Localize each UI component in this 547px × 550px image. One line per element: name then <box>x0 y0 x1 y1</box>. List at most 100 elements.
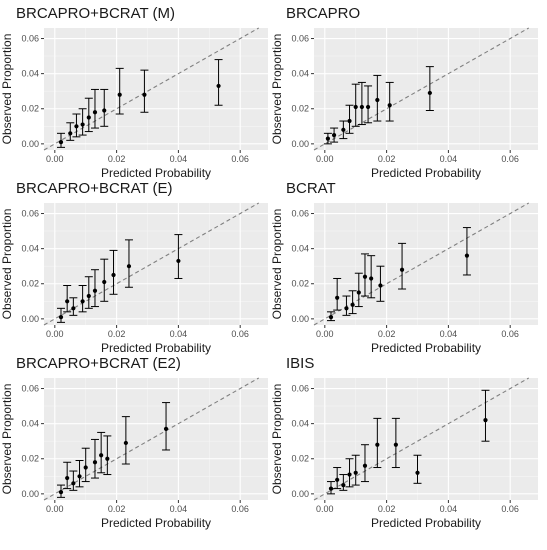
panel-title: BRCAPRO+BCRAT (M) <box>16 5 175 22</box>
data-point <box>102 279 107 285</box>
x-tick-label: 0.00 <box>46 504 64 514</box>
data-point <box>86 293 91 299</box>
data-point <box>71 481 76 486</box>
y-tick-label: 0.02 <box>291 104 309 114</box>
data-point <box>92 288 98 293</box>
data-point <box>68 131 73 136</box>
data-point <box>74 124 79 129</box>
data-point <box>375 442 380 447</box>
plot-background <box>44 203 268 325</box>
data-point <box>464 253 470 258</box>
data-point <box>331 132 337 138</box>
chart-panel: 0.00 0.02 0.04 0.06 0.00 0.02 0.04 0.06 BRCAPRO+… <box>0 355 268 530</box>
data-point <box>105 456 110 461</box>
data-point <box>80 122 85 127</box>
y-tick-label: 0.00 <box>21 489 39 499</box>
panel-title: BRCAPRO+BCRAT (E) <box>16 180 173 197</box>
x-tick-label: 0.06 <box>501 154 519 164</box>
data-point <box>83 465 88 470</box>
panel-title: BRCAPRO+BCRAT (E2) <box>16 355 181 372</box>
x-tick-label: 0.04 <box>440 154 458 164</box>
data-point <box>163 426 169 432</box>
data-point <box>335 295 340 300</box>
data-point <box>328 315 334 320</box>
y-axis-title: Observed Proportion <box>0 209 14 320</box>
x-tick-label: 0.06 <box>231 329 249 339</box>
y-tick-label: 0.06 <box>21 384 39 394</box>
x-tick-label: 0.00 <box>46 329 64 339</box>
y-tick-label: 0.04 <box>21 69 39 79</box>
data-point <box>356 290 361 295</box>
data-point <box>325 136 331 141</box>
panel-title: BRCAPRO <box>286 5 360 22</box>
data-point <box>341 127 346 132</box>
reference-line <box>313 377 530 501</box>
x-tick-label: 0.02 <box>108 154 126 164</box>
data-point <box>483 418 488 423</box>
y-tick-label: 0.06 <box>291 34 309 44</box>
x-tick-label: 0.04 <box>440 329 458 339</box>
y-tick-label: 0.02 <box>291 454 309 464</box>
data-point <box>92 460 98 465</box>
x-axis-title: Predicted Probability <box>371 166 481 180</box>
x-axis-title: Predicted Probability <box>101 341 211 355</box>
data-point <box>344 306 349 311</box>
y-tick-label: 0.00 <box>291 314 309 324</box>
x-tick-label: 0.02 <box>108 329 126 339</box>
y-axis-title: Observed Proportion <box>0 34 14 145</box>
x-tick-label: 0.06 <box>501 329 519 339</box>
reference-line <box>313 202 530 326</box>
chart-panel: 0.00 0.02 0.04 0.06 0.00 0.02 0.04 0.06 BCRAT Pre… <box>270 180 538 355</box>
plot-background <box>44 28 268 150</box>
data-point <box>58 140 64 145</box>
data-point <box>353 104 358 110</box>
x-tick-label: 0.02 <box>378 329 396 339</box>
chart-panel: 0.00 0.02 0.04 0.06 0.00 0.02 0.04 0.06 IBIS Pred… <box>270 355 538 530</box>
y-tick-label: 0.04 <box>291 69 309 79</box>
y-axis-title: Observed Proportion <box>270 34 284 145</box>
reference-line <box>43 202 260 326</box>
data-point <box>111 272 116 278</box>
y-tick-label: 0.04 <box>291 419 309 429</box>
data-point <box>216 83 221 89</box>
y-tick-label: 0.04 <box>21 244 39 254</box>
chart-panel: 0.00 0.02 0.04 0.06 0.00 0.02 0.04 0.06 BRCAPRO+… <box>0 180 268 355</box>
data-point <box>393 442 398 447</box>
y-axis-title: Observed Proportion <box>270 209 284 320</box>
data-point <box>58 315 64 320</box>
y-tick-label: 0.06 <box>21 209 39 219</box>
y-tick-label: 0.06 <box>291 384 309 394</box>
data-point <box>86 115 91 120</box>
x-tick-label: 0.00 <box>46 154 64 164</box>
plot-background <box>314 378 538 500</box>
x-tick-label: 0.06 <box>501 504 519 514</box>
y-tick-label: 0.00 <box>21 139 39 149</box>
data-point <box>80 299 85 304</box>
data-point <box>362 274 368 279</box>
data-point <box>123 440 128 446</box>
y-tick-label: 0.02 <box>291 279 309 289</box>
reference-line <box>313 27 530 151</box>
data-point <box>415 470 420 475</box>
data-point <box>399 267 405 272</box>
data-point <box>350 302 355 307</box>
plot-background <box>314 28 538 150</box>
x-tick-label: 0.06 <box>231 504 249 514</box>
x-tick-label: 0.00 <box>316 504 334 514</box>
data-point <box>117 92 122 97</box>
x-axis-title: Predicted Probability <box>101 166 211 180</box>
data-point <box>347 472 352 477</box>
y-tick-label: 0.00 <box>291 489 309 499</box>
data-point <box>77 474 82 479</box>
x-tick-label: 0.00 <box>316 154 334 164</box>
x-tick-label: 0.06 <box>231 154 249 164</box>
plot-background <box>44 378 268 500</box>
y-axis-title: Observed Proportion <box>0 384 14 495</box>
x-axis-title: Predicted Probability <box>101 516 211 530</box>
data-point <box>347 118 352 124</box>
data-point <box>65 475 70 481</box>
data-point <box>427 90 432 96</box>
data-point <box>99 453 104 458</box>
chart-panel: 0.00 0.02 0.04 0.06 0.00 0.02 0.04 0.06 BRCAPRO P… <box>270 5 538 180</box>
